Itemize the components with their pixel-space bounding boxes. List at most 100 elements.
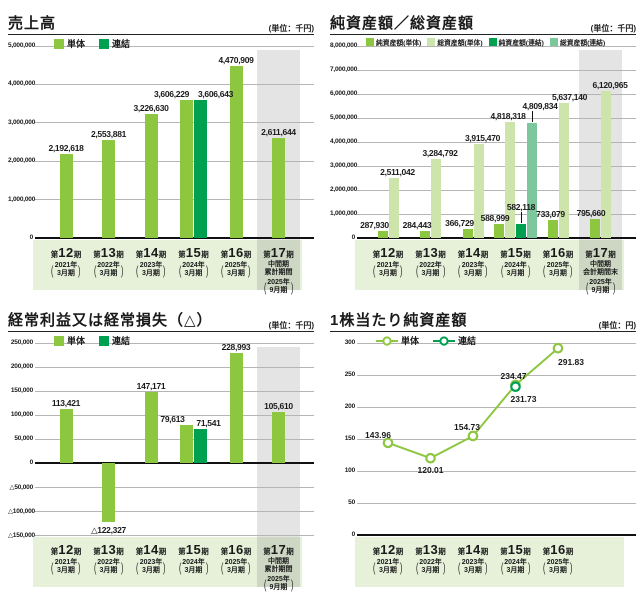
grid-line bbox=[35, 199, 314, 201]
fiscal-term-label: (2025年 9月期) bbox=[577, 279, 625, 296]
x-tick-label: 第16期 (2025年 3月期) bbox=[534, 542, 582, 576]
grid-line bbox=[35, 438, 314, 440]
legend-swatch-icon bbox=[54, 335, 64, 346]
x-tick-label: 第12期 (2021年 3月期) bbox=[42, 245, 90, 279]
fiscal-term-label: (2025年 3月期) bbox=[534, 262, 582, 279]
paren-glyph: ) bbox=[290, 279, 294, 295]
bar-total_unit bbox=[505, 122, 515, 238]
period-label-part: 12 bbox=[58, 542, 74, 557]
period-label-part: 期 bbox=[608, 250, 616, 259]
period-label-part: 第 bbox=[135, 250, 144, 259]
paren-glyph: ( bbox=[458, 262, 461, 278]
point-value-label: 231.73 bbox=[510, 393, 537, 404]
bar-unit bbox=[180, 424, 193, 463]
bar-value-label: 79,613 bbox=[160, 413, 185, 424]
legend-item: 総資産額(単体) bbox=[427, 37, 483, 47]
period-label-part: 第 bbox=[457, 250, 466, 259]
chart-legend: 単体 連結 bbox=[376, 334, 476, 347]
y-tick-label: 3,000,000 bbox=[330, 162, 358, 169]
period-label-part: 第 bbox=[93, 547, 101, 556]
bar-value-label: 2,511,042 bbox=[380, 166, 415, 177]
grid-line bbox=[357, 342, 636, 344]
chart-title-net-assets-total-assets: 純資産額／総資産額 bbox=[330, 15, 475, 32]
x-tick-label: 第15期 (2024年 3月期) bbox=[492, 542, 540, 576]
bar-value-label: 105,610 bbox=[264, 401, 293, 412]
grid-line bbox=[357, 93, 636, 95]
legend-swatch-icon bbox=[366, 38, 374, 46]
title-divider bbox=[330, 331, 636, 332]
line-series-layer bbox=[382, 342, 564, 464]
bar-value-label: 3,606,643 bbox=[197, 88, 234, 99]
legend-label: 総資産額(単体) bbox=[437, 40, 483, 47]
grid-line bbox=[35, 534, 314, 536]
period-label-part: 期 bbox=[438, 250, 446, 259]
paren-glyph: ( bbox=[263, 576, 267, 592]
bar-total_unit bbox=[431, 159, 441, 238]
period-label-part: 17 bbox=[270, 245, 287, 260]
x-tick-label: 第16期 (2025年 3月期) bbox=[534, 245, 582, 279]
bar-value-label: 795,660 bbox=[576, 207, 606, 218]
data-point-marker bbox=[467, 430, 479, 442]
paren-glyph: ) bbox=[78, 262, 81, 278]
bar-value-label: 3,915,470 bbox=[464, 133, 501, 144]
bar-total_unit bbox=[558, 102, 569, 238]
fiscal-term-label: (2022年 3月期) bbox=[85, 559, 133, 576]
y-tick-label: 250 bbox=[344, 371, 355, 378]
fiscal-term-text: 2024年 3月期 bbox=[182, 262, 205, 278]
bar-unit bbox=[144, 392, 158, 463]
legend-item: 連結 bbox=[99, 37, 130, 50]
legend-item: 単体 bbox=[54, 37, 85, 50]
period-label-part: 期 bbox=[523, 250, 531, 259]
period-label-part: 13 bbox=[422, 542, 439, 557]
period-label-part: 期 bbox=[395, 547, 404, 556]
chart-title-net-assets-per-share: 1株当たり純資産額 bbox=[330, 312, 468, 329]
period-label-part: 期 bbox=[158, 250, 167, 259]
fiscal-term-label: (2021年 3月期) bbox=[364, 559, 412, 576]
fiscal-term-text: 2025年 3月期 bbox=[224, 559, 248, 575]
period-label-part: 第 bbox=[415, 547, 423, 556]
legend-swatch-icon bbox=[54, 38, 64, 49]
fiscal-term-label: (2025年 9月期) bbox=[255, 576, 303, 593]
legend-label: 単体 bbox=[67, 39, 86, 49]
paren-glyph: ( bbox=[458, 559, 461, 575]
chart-plot-area: 0 50 100 150 200 250 300 第12期(2021年 3月期) 第13期(20… bbox=[330, 303, 636, 591]
legend-label: 純資産額(単体) bbox=[376, 40, 422, 47]
period-label-part: 15 bbox=[507, 245, 524, 260]
period-label-part: 期 bbox=[243, 250, 252, 259]
bar-value-label: 2,192,618 bbox=[48, 142, 84, 153]
x-label-band bbox=[33, 240, 302, 290]
label-leader-line bbox=[521, 212, 522, 224]
grid-line bbox=[357, 213, 636, 215]
period-label-part: 14 bbox=[465, 245, 481, 260]
y-tick-label: 4,000,000 bbox=[8, 80, 36, 88]
period-label-part: 期 bbox=[201, 547, 209, 556]
paren-glyph: ) bbox=[485, 559, 488, 575]
y-tick-label: 300 bbox=[344, 339, 355, 346]
paren-glyph: ) bbox=[527, 262, 531, 278]
period-label-part: 第 bbox=[178, 547, 186, 556]
grid-line bbox=[35, 414, 314, 416]
bar-value-label: △122,327 bbox=[91, 524, 126, 535]
period-label-part: 期 bbox=[286, 250, 294, 259]
fiscal-term-label: (2023年 3月期) bbox=[127, 559, 175, 576]
fiscal-term-text: 2021年 3月期 bbox=[376, 262, 400, 278]
bar-value-label: 228,993 bbox=[221, 342, 251, 353]
chart-panel-net-assets-per-share: 1株当たり純資産額 (単位：円) 単体 連結 0 50 100 150 200 250 300… bbox=[330, 303, 636, 591]
bar-unit bbox=[377, 231, 388, 238]
period-label-part: 期 bbox=[73, 547, 82, 556]
fiscal-term-text: 2022年 3月期 bbox=[419, 262, 442, 278]
chart-plot-area: 0 1,000,000 2,000,000 3,000,000 4,000,000 5,0… bbox=[8, 6, 314, 294]
fiscal-term-text: 2024年 3月期 bbox=[504, 262, 527, 278]
period-label-part: 期 bbox=[201, 250, 209, 259]
paren-glyph: ( bbox=[543, 262, 546, 278]
bar-total_consolidated bbox=[527, 122, 537, 238]
paren-glyph: ) bbox=[163, 559, 166, 575]
chart-legend: 単体 連結 bbox=[54, 37, 130, 50]
grid-line bbox=[357, 374, 636, 376]
fiscal-term-text: 2023年 3月期 bbox=[139, 262, 163, 278]
period-label-part: 17 bbox=[270, 542, 287, 557]
paren-glyph: ( bbox=[500, 262, 504, 278]
period-label-part: 第 bbox=[542, 250, 551, 259]
y-tick-label: 200,000 bbox=[10, 363, 33, 370]
paren-glyph: ) bbox=[400, 262, 403, 278]
